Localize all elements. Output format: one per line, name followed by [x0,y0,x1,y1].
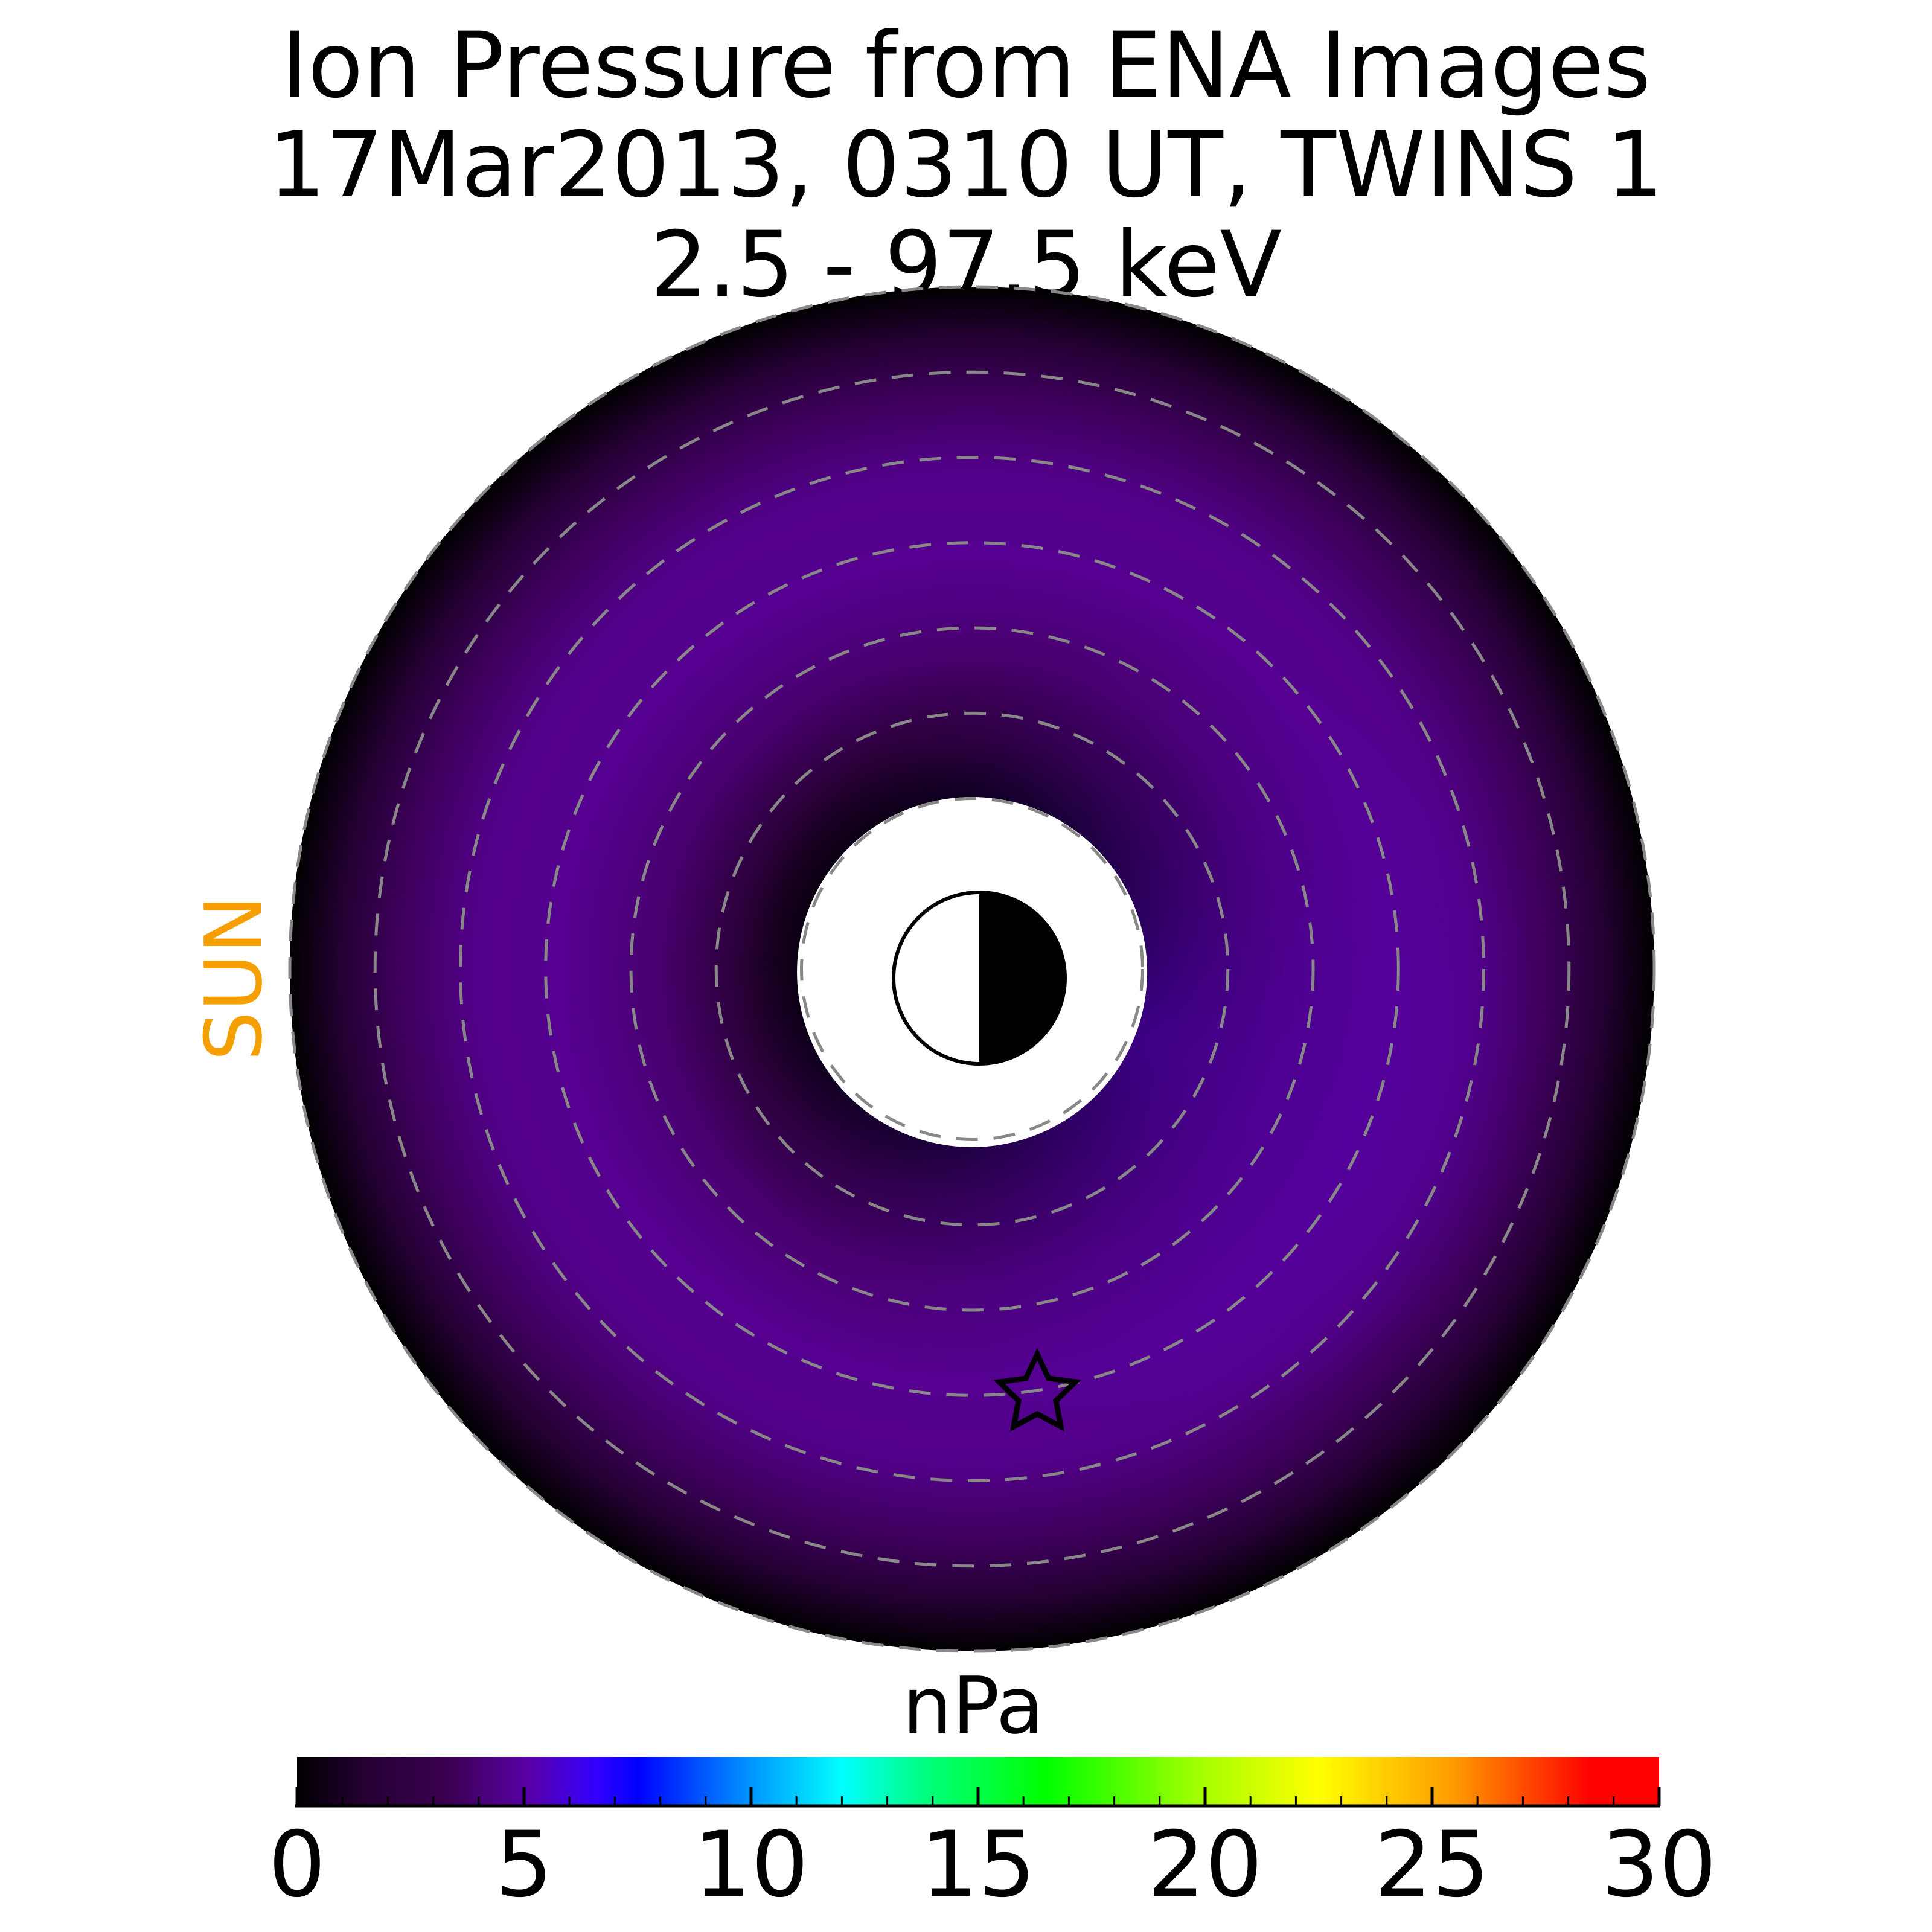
colorbar-tick-label-30: 30 [1602,1812,1717,1918]
colorbar-tick-label-20: 20 [1148,1812,1263,1918]
grid-ring-r3 [714,711,1230,1227]
spacecraft-star-icon [993,1348,1081,1432]
colorbar-unit-label: nPa [903,1660,1044,1751]
grid-ring-r4 [629,626,1315,1312]
colorbar-tick-label-0: 0 [268,1812,325,1918]
pressure-ring [289,287,1654,1652]
earth-nightside [979,892,1065,1064]
grid-ring-r8 [288,285,1656,1653]
grid-ring-r5 [544,541,1400,1397]
colorbar-tick-label-15: 15 [921,1812,1036,1918]
colorbar-tick-labels: 0 5 10 15 20 25 30 [268,1812,1716,1918]
chart-title-line-2: 17Mar2013, 0310 UT, TWINS 1 [268,113,1664,218]
colorbar-tick-label-25: 25 [1375,1812,1490,1918]
grid-ring-r2 [800,797,1144,1141]
grid-rings [288,285,1656,1653]
colorbar-ticks [295,1787,1661,1806]
chart-title-line-1: Ion Pressure from ENA Images [281,13,1651,118]
colorbar-tick-label-5: 5 [495,1812,552,1918]
colorbar-tick-label-10: 10 [694,1812,809,1918]
grid-ring-r6 [459,456,1485,1482]
grid-ring-r7 [373,370,1571,1568]
sun-direction-label: SUN [188,895,280,1061]
earth-icon [892,891,1067,1066]
